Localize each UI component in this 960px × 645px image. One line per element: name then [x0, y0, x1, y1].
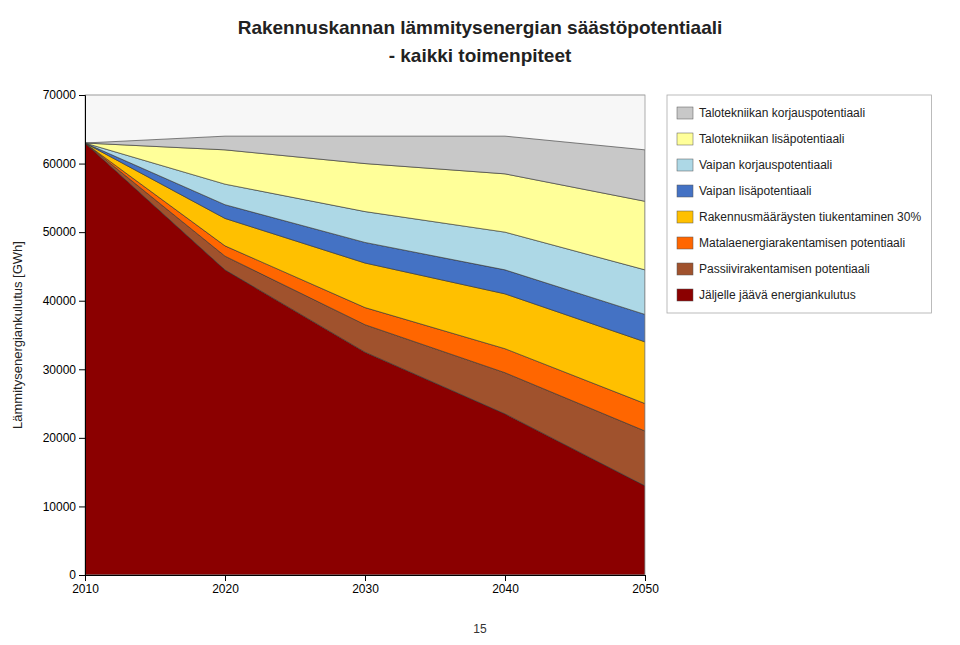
title: Rakennuskannan lämmitysenergian säästöpo… [238, 17, 723, 38]
legend-item: Vaipan lisäpotentiaali [677, 184, 812, 198]
x-tick-label: 2020 [212, 582, 239, 596]
y-tick-label: 30000 [43, 363, 77, 377]
y-tick-label: 60000 [43, 157, 77, 171]
y-axis-line [79, 96, 86, 576]
plot: 2010 2020 2030 2040 2050 0 10000 20000 30000 4000… [43, 88, 660, 595]
x-tick: 2040 [492, 575, 519, 596]
legend-swatch [677, 237, 693, 249]
y-axis-label: Lämmitysenergiankulutus [GWh] [10, 241, 25, 429]
x-tick-label: 2040 [492, 582, 519, 596]
y-tick-mark [79, 164, 85, 165]
area [85, 143, 645, 486]
legend-swatch [677, 133, 693, 145]
x-tick: 2020 [212, 575, 239, 596]
legend-item: Matalaenergiarakentamisen potentiaali [677, 236, 905, 250]
y-tick-mark [79, 232, 85, 233]
legend-swatch [677, 107, 693, 119]
legend-label: Jäljelle jäävä energiankulutus [699, 288, 856, 302]
legend-swatch [677, 159, 693, 171]
chart: 2010 2020 2030 2040 2050 0 10000 20000 30000 4000… [0, 0, 960, 645]
y-tick-label: 10000 [43, 500, 77, 514]
areas [85, 136, 645, 575]
y-tick-mark [79, 369, 85, 370]
x-axis: 2010 2020 2030 2040 2050 [72, 575, 659, 596]
legend-item: Talotekniikan korjauspotentiaali [677, 106, 865, 120]
x-tick-mark [645, 575, 646, 581]
legend-label: Matalaenergiarakentamisen potentiaali [699, 236, 905, 250]
legend-label: Vaipan korjauspotentiaali [699, 158, 832, 172]
y-tick-label: 70000 [43, 88, 77, 102]
x-tick-label: 2050 [632, 582, 659, 596]
legend-item: Talotekniikan lisäpotentiaali [677, 132, 844, 146]
y-tick-mark [79, 506, 85, 507]
x-tick-label: 2030 [352, 582, 379, 596]
legend-frame [667, 95, 931, 313]
area [85, 136, 645, 201]
grid [85, 95, 645, 575]
y-tick-mark [79, 575, 85, 576]
y-tick: 0 [69, 568, 85, 582]
legend-label: Vaipan lisäpotentiaali [699, 184, 812, 198]
legend-item: Jäljelle jäävä energiankulutus [677, 288, 856, 302]
legend-label: Rakennusmääräysten tiukentaminen 30% [699, 210, 921, 224]
legend-swatch [677, 289, 693, 301]
legend-swatch [677, 211, 693, 223]
plot-background [85, 95, 645, 575]
x-tick: 2030 [352, 575, 379, 596]
y-tick: 70000 [43, 88, 85, 102]
y-tick: 60000 [43, 157, 85, 171]
subtitle: - kaikki toimenpiteet [389, 45, 572, 66]
y-tick: 20000 [43, 431, 85, 445]
x-tick: 2050 [632, 575, 659, 596]
y-axis: 0 10000 20000 30000 40000 50000 60000 70000 [43, 88, 86, 582]
annotation: 15 [473, 622, 487, 636]
legend-label: Talotekniikan korjauspotentiaali [699, 106, 865, 120]
x-tick-label: 2010 [72, 582, 99, 596]
legend-swatch [677, 185, 693, 197]
y-tick: 30000 [43, 363, 85, 377]
y-tick-mark [79, 301, 85, 302]
y-tick-label: 0 [69, 568, 76, 582]
y-tick-label: 50000 [43, 225, 77, 239]
legend-label: Passiivirakentamisen potentiaali [699, 262, 870, 276]
legend-item: Vaipan korjauspotentiaali [677, 158, 832, 172]
area [85, 143, 645, 575]
y-tick: 50000 [43, 225, 85, 239]
y-tick: 10000 [43, 500, 85, 514]
x-tick-mark [225, 575, 226, 581]
legend-item: Passiivirakentamisen potentiaali [677, 262, 870, 276]
legend-swatch [677, 263, 693, 275]
y-tick-label: 40000 [43, 294, 77, 308]
x-axis-line [86, 576, 646, 582]
x-tick-mark [505, 575, 506, 581]
y-tick-mark [79, 95, 85, 96]
y-tick-label: 20000 [43, 431, 77, 445]
y-tick-mark [79, 438, 85, 439]
y-tick: 40000 [43, 294, 85, 308]
x-tick-mark [365, 575, 366, 581]
legend-item: Rakennusmääräysten tiukentaminen 30% [677, 210, 921, 224]
plot-frame [85, 95, 645, 575]
legend-label: Talotekniikan lisäpotentiaali [699, 132, 844, 146]
legend: Talotekniikan korjauspotentiaali Talotekn… [667, 95, 931, 313]
area [85, 143, 645, 431]
x-tick: 2010 [72, 575, 99, 596]
